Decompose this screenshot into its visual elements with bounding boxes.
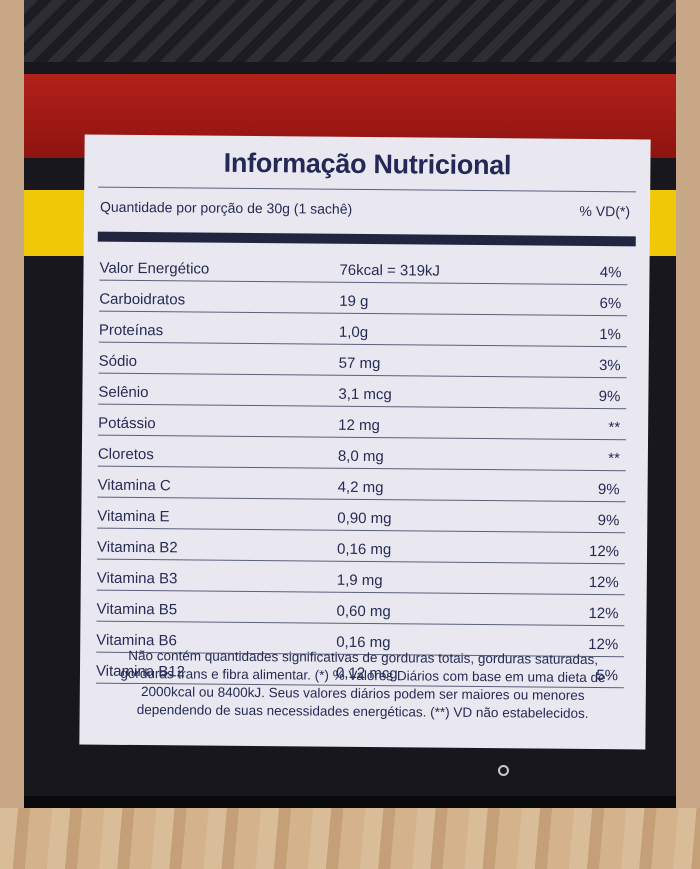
nutrient-vd: 12% xyxy=(496,593,625,626)
nutrient-vd: ** xyxy=(497,438,627,471)
nutrient-vd: 9% xyxy=(497,500,626,533)
nutrient-name: Cloretos xyxy=(97,435,339,469)
nutrient-vd: 9% xyxy=(498,376,627,409)
nutrient-vd: 3% xyxy=(498,345,627,378)
nutrient-name: Vitamina B2 xyxy=(96,528,338,562)
nutrient-quantity: 0,60 mg xyxy=(336,592,497,625)
nutrient-quantity: 12 mg xyxy=(338,406,499,439)
nutrient-quantity: 0,90 mg xyxy=(337,499,498,532)
nutrient-row: Selênio 3,1 mcg 9% xyxy=(98,373,627,409)
nutrient-vd: 12% xyxy=(496,562,625,595)
thick-divider xyxy=(97,231,636,247)
nutrient-row: Carboidratos 19 g 6% xyxy=(99,280,628,316)
nutrient-quantity: 19 g xyxy=(339,282,500,315)
nutrient-name: Proteínas xyxy=(98,311,340,345)
box-bottom-edge xyxy=(24,796,676,808)
nutrient-quantity: 1,9 mg xyxy=(336,561,497,594)
nutrient-quantity: 57 mg xyxy=(338,344,499,377)
nutrient-vd: 4% xyxy=(499,253,628,285)
nutrient-row: Vitamina B3 1,9 mg 12% xyxy=(96,559,625,595)
nutrition-title: Informação Nutricional xyxy=(223,147,512,181)
nutrient-name: Vitamina B3 xyxy=(96,559,337,593)
nutrient-quantity: 0,16 mg xyxy=(336,530,498,563)
portion-header: Quantidade por porção de 30g (1 sachê) %… xyxy=(100,199,630,220)
wooden-surface xyxy=(0,808,700,869)
nutrition-table-body: Valor Energético 76kcal = 319kJ 4% Carboidr… xyxy=(95,249,628,688)
nutrient-vd: 1% xyxy=(498,314,628,347)
nutrient-row: Potássio 12 mg ** xyxy=(98,404,627,440)
vd-header: % VD(*) xyxy=(579,202,631,220)
nutrient-name: Potássio xyxy=(98,404,339,438)
nutrient-row: Valor Energético 76kcal = 319kJ 4% xyxy=(99,249,628,285)
nutrition-table: Valor Energético 76kcal = 319kJ 4% Carboidr… xyxy=(95,249,628,689)
nutrient-name: Vitamina E xyxy=(97,497,338,531)
nutrient-name: Sódio xyxy=(98,342,339,376)
nutrient-quantity: 4,2 mg xyxy=(337,468,498,501)
nutrient-row: Vitamina C 4,2 mg 9% xyxy=(97,466,626,502)
nutrient-name: Valor Energético xyxy=(99,249,340,283)
nutrient-vd: 6% xyxy=(499,283,628,316)
nutrient-row: Vitamina B2 0,16 mg 12% xyxy=(96,528,626,564)
title-divider xyxy=(98,186,637,193)
nutrient-row: Proteínas 1,0g 1% xyxy=(98,311,628,347)
nutrient-name: Vitamina C xyxy=(97,466,338,500)
nutrition-facts-panel: Informação Nutricional Quantidade por po… xyxy=(79,134,651,750)
nutrient-name: Selênio xyxy=(98,373,339,407)
nutrient-vd: 12% xyxy=(496,531,626,564)
punch-hole xyxy=(498,765,509,776)
nutrient-row: Cloretos 8,0 mg ** xyxy=(97,435,627,471)
nutrient-quantity: 1,0g xyxy=(338,313,500,346)
nutrient-name: Vitamina B5 xyxy=(96,590,337,624)
nutrient-row: Sódio 57 mg 3% xyxy=(98,342,627,378)
nutrient-quantity: 76kcal = 319kJ xyxy=(339,251,500,284)
nutrient-vd: 9% xyxy=(497,469,626,502)
portion-label: Quantidade por porção de 30g (1 sachê) xyxy=(99,198,353,217)
nutrient-quantity: 8,0 mg xyxy=(337,437,499,470)
diagonal-stripes-pattern xyxy=(24,0,676,62)
nutrient-row: Vitamina B5 0,60 mg 12% xyxy=(96,590,625,626)
nutrient-vd: ** xyxy=(498,407,627,440)
nutrient-row: Vitamina E 0,90 mg 9% xyxy=(97,497,626,533)
footnote: Não contém quantidades significativas de… xyxy=(120,647,606,721)
nutrient-quantity: 3,1 mcg xyxy=(338,375,499,408)
nutrient-name: Carboidratos xyxy=(99,280,340,314)
